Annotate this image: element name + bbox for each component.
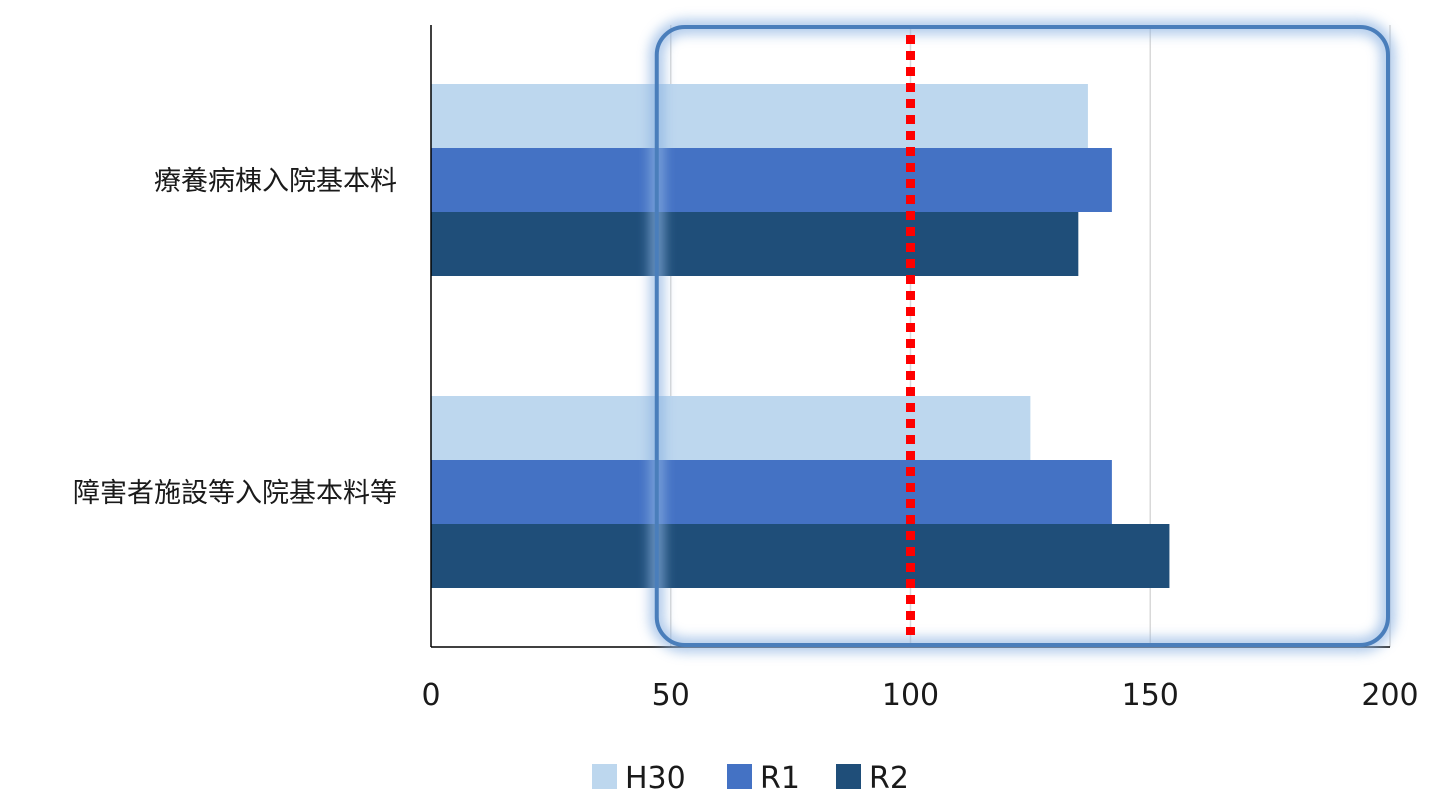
category-label-0: 療養病棟入院基本料	[154, 166, 397, 197]
legend-swatch-H30	[592, 764, 617, 789]
bar-R1-1	[431, 460, 1112, 524]
bar-R2-1	[431, 524, 1170, 588]
bar-H30-0	[431, 84, 1088, 148]
x-tick-label-100: 100	[882, 678, 939, 713]
x-tick-label-150: 150	[1122, 678, 1179, 713]
x-tick-label-0: 0	[421, 678, 440, 713]
legend-swatch-R1	[727, 764, 752, 789]
legend-swatch-R2	[836, 764, 861, 789]
legend-label-R2: R2	[869, 761, 909, 796]
bar-H30-1	[431, 396, 1031, 460]
x-tick-label-200: 200	[1361, 678, 1418, 713]
bar-R2-0	[431, 212, 1079, 276]
highlight-border	[654, 25, 1390, 647]
legend: H30 R1 R2	[592, 761, 909, 796]
category-label-1: 障害者施設等入院基本料等	[73, 478, 397, 509]
legend-label-R1: R1	[760, 761, 800, 796]
bar-R1-0	[431, 148, 1112, 212]
bars	[431, 84, 1170, 588]
x-tick-label-50: 50	[652, 678, 690, 713]
legend-label-H30: H30	[625, 761, 686, 796]
highlight-box	[649, 20, 1395, 652]
